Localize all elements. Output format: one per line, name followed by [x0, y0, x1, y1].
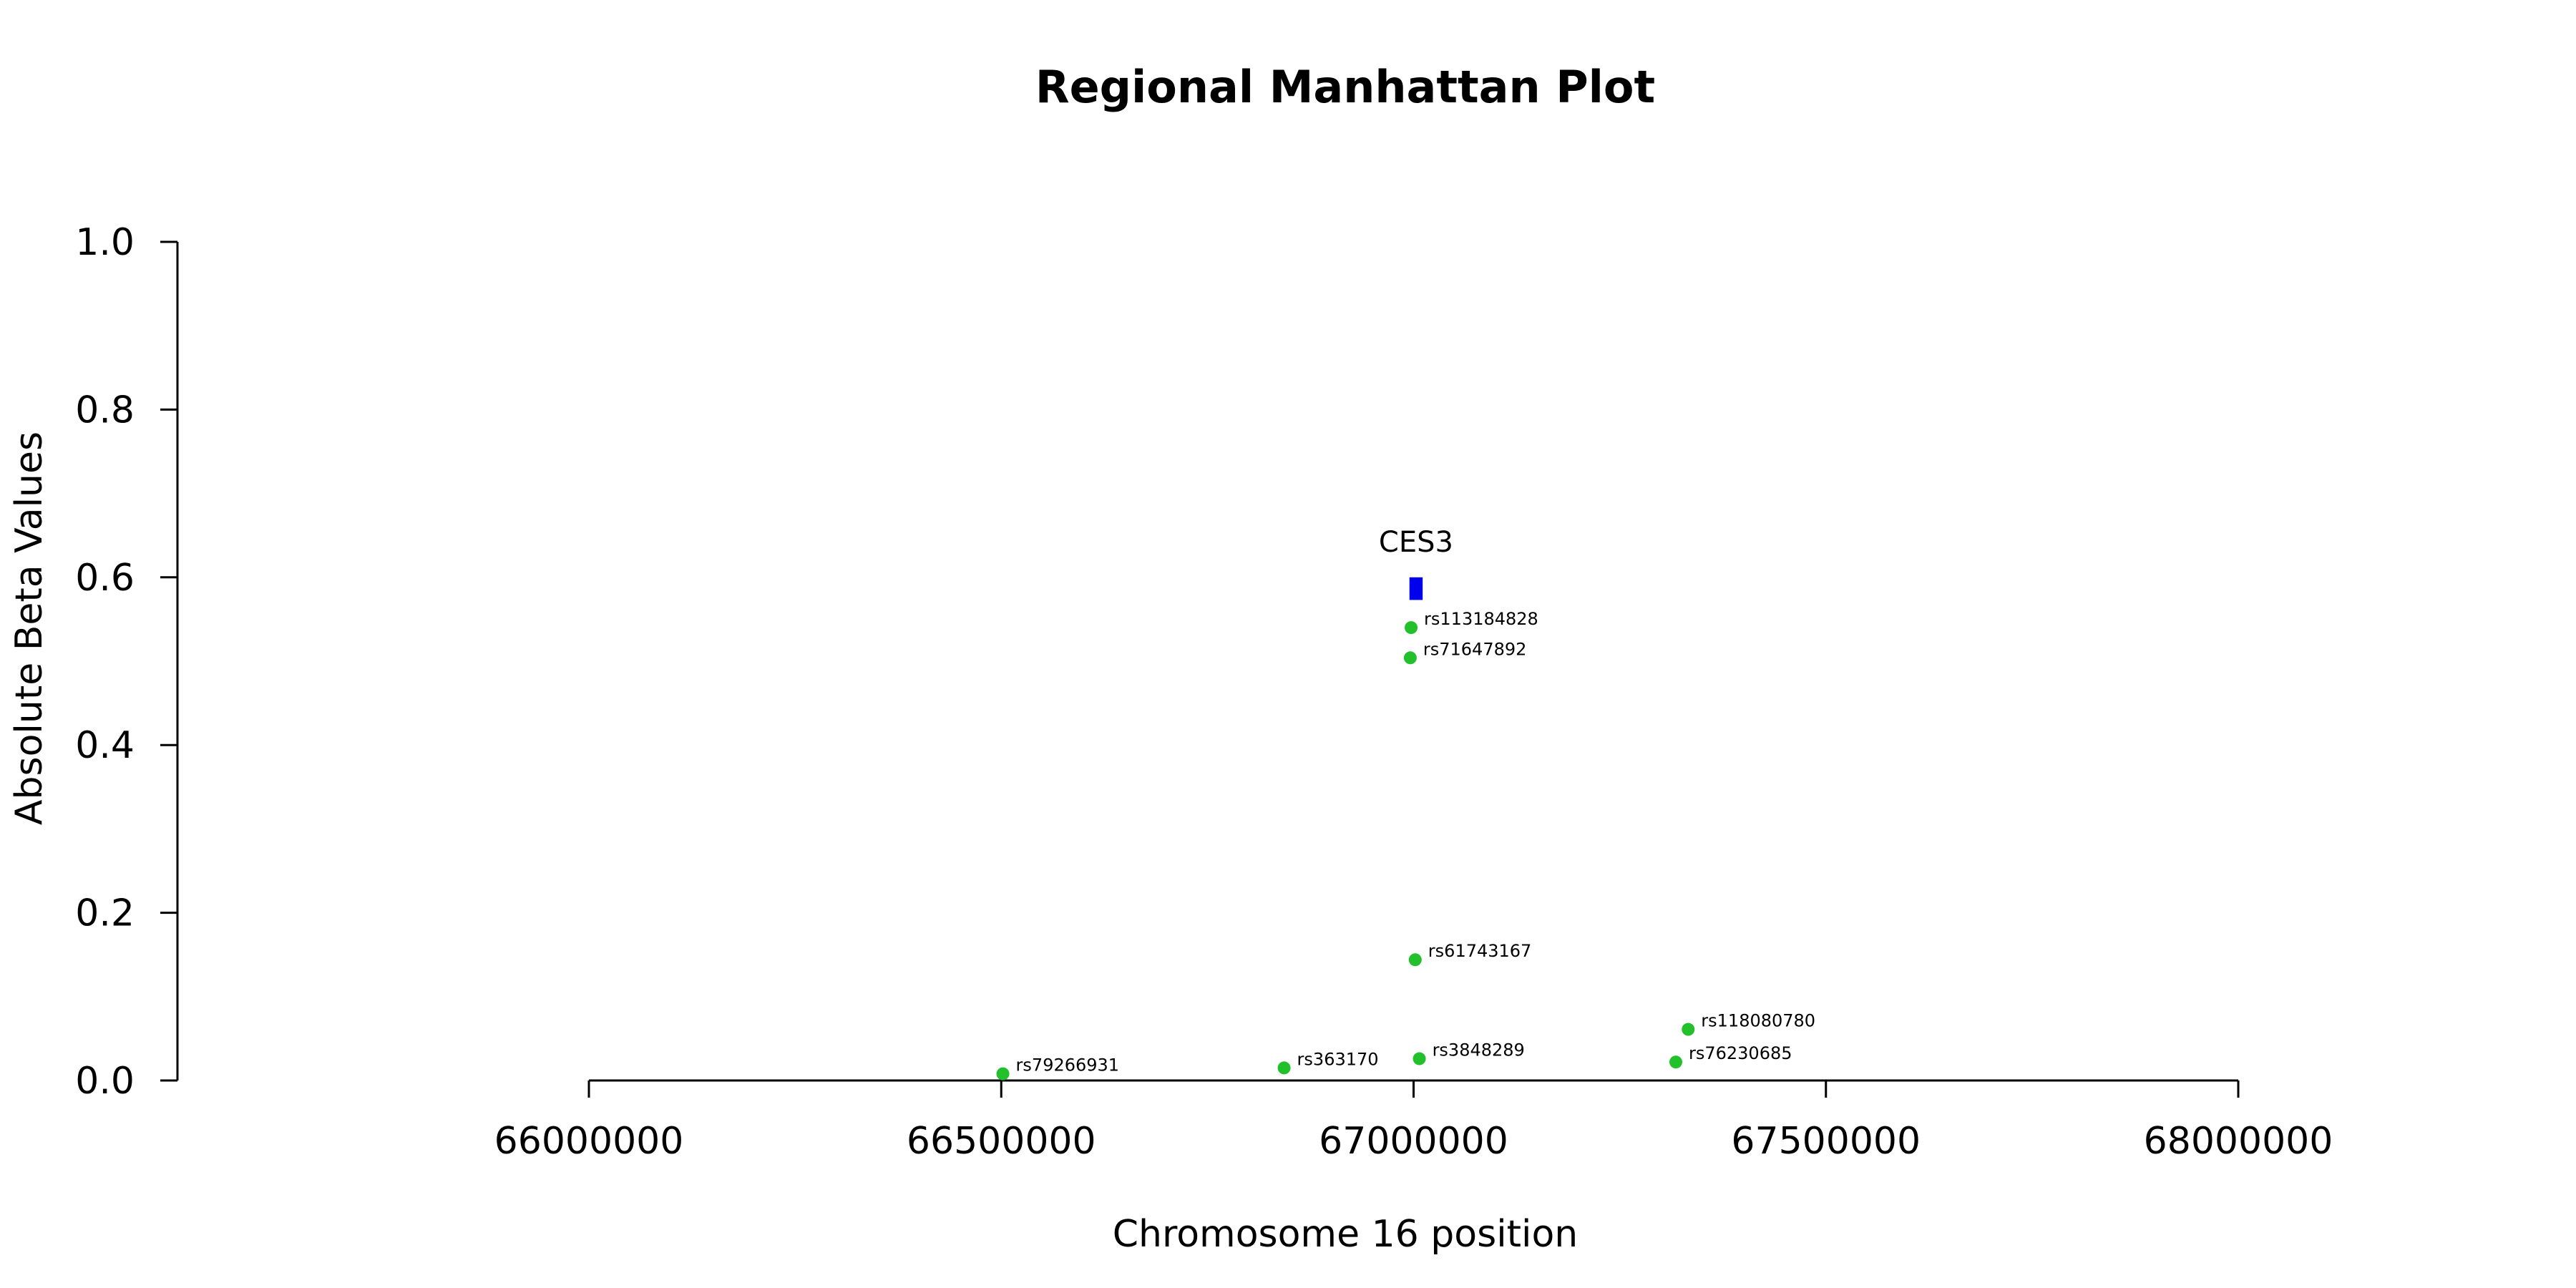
snp-point [1413, 1052, 1426, 1065]
x-tick-label: 67000000 [1319, 1120, 1508, 1163]
x-tick-label: 66000000 [494, 1120, 684, 1163]
snp-point [1403, 651, 1417, 665]
y-axis-title: Absolute Beta Values [8, 431, 51, 825]
snp-point [1405, 621, 1418, 635]
gene-bar [1409, 577, 1423, 600]
snp-point [1277, 1061, 1291, 1075]
y-tick-label: 0.4 [75, 724, 135, 767]
snp-point [1682, 1023, 1695, 1036]
gene-label: CES3 [1379, 526, 1453, 559]
y-tick-label: 0.8 [75, 389, 135, 431]
snp-label: rs113184828 [1424, 609, 1538, 629]
snp-label: rs118080780 [1701, 1011, 1815, 1031]
y-tick-label: 0.6 [75, 557, 135, 600]
snp-point [996, 1067, 1010, 1080]
y-tick-label: 0.0 [75, 1060, 135, 1103]
chart-title: Regional Manhattan Plot [1035, 61, 1655, 113]
snp-label: rs71647892 [1423, 639, 1527, 659]
x-tick-label: 67500000 [1731, 1120, 1921, 1163]
snp-label: rs76230685 [1689, 1043, 1792, 1063]
x-tick-label: 68000000 [2144, 1120, 2333, 1163]
y-axis: 0.0 0.2 0.4 0.6 0.8 1.0 [75, 221, 179, 1103]
snp-label: rs61743167 [1428, 941, 1532, 961]
snp-label: rs79266931 [1016, 1055, 1120, 1075]
gene-track: CES3 [1379, 526, 1453, 600]
y-tick-label: 0.2 [75, 892, 135, 935]
x-tick-label: 66500000 [907, 1120, 1096, 1163]
x-axis-title: Chromosome 16 position [1113, 1213, 1579, 1256]
x-axis: 66000000 66500000 67000000 67500000 68000000 [494, 1079, 2333, 1163]
snp-label: rs3848289 [1433, 1040, 1525, 1060]
snp-points: rs113184828 rs71647892 rs61743167 rs1180807… [996, 609, 1815, 1080]
snp-point [1408, 953, 1422, 967]
y-tick-label: 1.0 [75, 221, 135, 264]
snp-label: rs363170 [1297, 1049, 1379, 1069]
snp-point [1669, 1055, 1682, 1069]
